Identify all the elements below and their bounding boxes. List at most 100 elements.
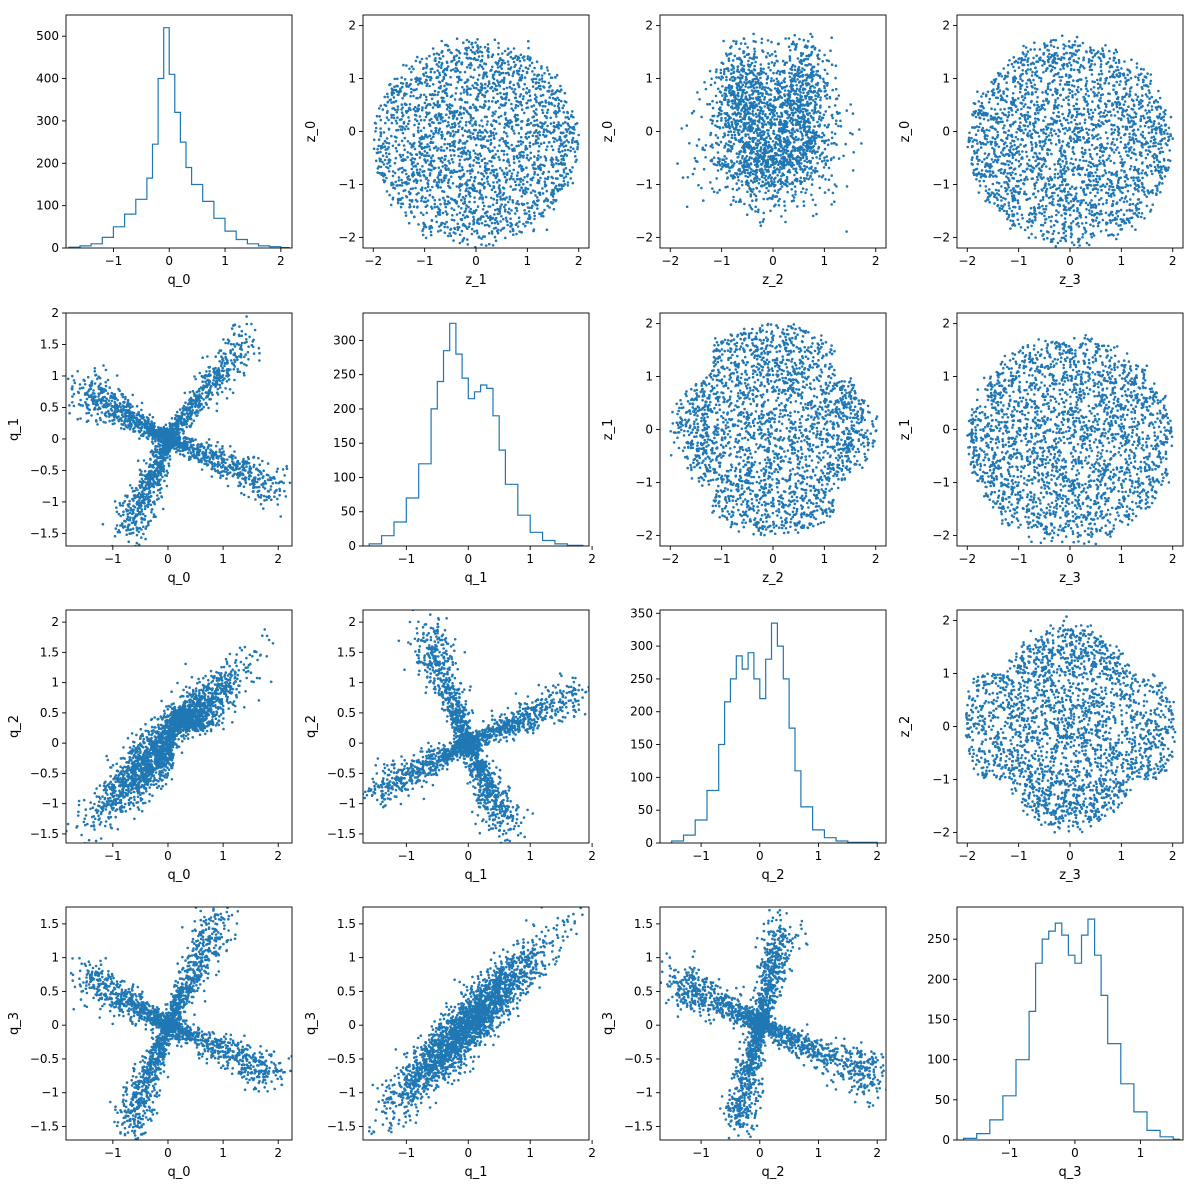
- x-tick-label: 1: [219, 552, 227, 566]
- x-tick-label: −1: [692, 1146, 710, 1160]
- y-tick-label: 100: [333, 470, 356, 484]
- y-tick-label: 200: [630, 705, 653, 719]
- y-tick-label: 1.5: [634, 917, 653, 931]
- plot-area: [669, 322, 879, 537]
- y-tick-label: 2: [348, 615, 356, 629]
- plot-area: [966, 334, 1174, 546]
- plot-area: [363, 610, 589, 843]
- x-tick-label: 2: [1169, 552, 1177, 566]
- y-tick-label: −1: [41, 797, 59, 811]
- y-axis-label: z_1: [601, 419, 616, 441]
- x-tick-label: −2: [958, 849, 976, 863]
- y-tick-label: 0: [645, 125, 653, 139]
- plot-area: [671, 622, 878, 843]
- x-tick-label: 1: [221, 254, 229, 268]
- y-tick-label: −1: [635, 1086, 653, 1100]
- y-tick-label: 250: [630, 672, 653, 686]
- plot-area: [660, 908, 886, 1140]
- y-tick-label: 1: [645, 951, 653, 965]
- axes-frame: [65, 312, 293, 547]
- y-tick-label: 1: [645, 72, 653, 86]
- y-tick-label: 2: [645, 317, 653, 331]
- y-tick-label: −2: [635, 230, 653, 244]
- histogram-step-line: [368, 322, 584, 546]
- subplot-3-0: −1 0 1 2 −1.5 −1 −0.5 0 0.5 1 1.5 q_0 q_3: [7, 906, 293, 1180]
- x-tick-label: 1: [1118, 849, 1126, 863]
- axes-frame: [956, 906, 1184, 1141]
- x-tick-label: 2: [274, 1146, 282, 1160]
- x-axis-label: z_3: [1059, 571, 1081, 586]
- y-tick-label: 0.5: [337, 984, 356, 998]
- x-tick-label: −1: [104, 849, 122, 863]
- scatter-points: [966, 34, 1175, 248]
- y-tick-label: 2: [51, 615, 59, 629]
- x-tick-label: 2: [588, 849, 596, 863]
- y-tick-label: 300: [630, 639, 653, 653]
- y-axis-label: q_1: [7, 418, 22, 441]
- axes-frame: [362, 609, 590, 844]
- axes-frame: [65, 906, 293, 1141]
- x-tick-label: 0: [164, 1146, 172, 1160]
- y-tick-label: −0.5: [30, 766, 59, 780]
- y-tick-label: −0.5: [30, 1052, 59, 1066]
- y-tick-label: −1: [338, 1086, 356, 1100]
- subplot-2-0: −1 0 1 2 −1.5 −1 −0.5 0 0.5 1 1.5 2 q_0 q_2: [7, 609, 293, 883]
- x-tick-label: 0: [756, 849, 764, 863]
- x-tick-label: −1: [105, 254, 123, 268]
- scatter-points: [69, 907, 292, 1140]
- y-tick-label: 1.5: [337, 917, 356, 931]
- x-tick-label: 0: [464, 1146, 472, 1160]
- x-tick-label: 2: [873, 849, 881, 863]
- subplot-0-2: −2 −1 0 1 2 −2 −1 0 1 2 z_2 z_0: [601, 14, 887, 288]
- x-tick-label: −1: [397, 849, 415, 863]
- x-axis-label: q_2: [761, 1165, 784, 1180]
- y-tick-label: 2: [645, 19, 653, 33]
- x-tick-label: 0: [165, 254, 173, 268]
- y-tick-label: 350: [630, 606, 653, 620]
- x-tick-label: −1: [397, 1146, 415, 1160]
- histogram-step-line: [963, 918, 1181, 1140]
- x-axis-label: z_2: [762, 273, 784, 288]
- y-tick-label: 0: [348, 736, 356, 750]
- subplot-3-2: −1 0 1 2 −1.5 −1 −0.5 0 0.5 1 1.5 q_2 q_3: [601, 906, 887, 1180]
- y-tick-label: −1: [932, 772, 950, 786]
- y-tick-label: 0: [51, 1018, 59, 1032]
- y-tick-label: 2: [942, 19, 950, 33]
- subplot-2-2: −1 0 1 2 0 50 100 150 200 250 300 350 q_2: [630, 606, 887, 883]
- x-tick-label: 2: [873, 1146, 881, 1160]
- x-tick-label: 2: [274, 552, 282, 566]
- y-tick-label: 50: [935, 1093, 950, 1107]
- y-axis-label: q_3: [7, 1012, 22, 1035]
- x-tick-label: 1: [1137, 1146, 1145, 1160]
- x-tick-label: 0: [1071, 1146, 1079, 1160]
- y-tick-label: −2: [932, 528, 950, 542]
- x-axis-label: q_0: [167, 1165, 190, 1180]
- y-tick-label: 300: [333, 333, 356, 347]
- y-tick-label: 0.5: [40, 706, 59, 720]
- axes-frame: [362, 312, 590, 547]
- plot-area: [368, 322, 584, 546]
- y-tick-label: 500: [36, 29, 59, 43]
- x-tick-label: 0: [1066, 254, 1074, 268]
- subplot-1-1: −1 0 1 2 0 50 100 150 200 250 300 q_1: [333, 312, 596, 586]
- y-tick-label: 200: [36, 156, 59, 170]
- x-tick-label: 1: [524, 254, 532, 268]
- x-axis-label: q_1: [464, 1165, 487, 1180]
- y-tick-label: 1: [348, 676, 356, 690]
- x-axis-label: q_0: [167, 273, 190, 288]
- y-tick-label: 1: [942, 72, 950, 86]
- plot-area: [66, 628, 275, 843]
- y-tick-label: −2: [635, 528, 653, 542]
- y-tick-label: −2: [932, 230, 950, 244]
- scatter-points: [363, 610, 589, 843]
- scatter-points: [964, 615, 1177, 834]
- y-tick-label: 1.5: [337, 645, 356, 659]
- y-tick-label: 2: [51, 306, 59, 320]
- subplot-1-3: −2 −1 0 1 2 −2 −1 0 1 2 z_3 z_1: [898, 312, 1184, 586]
- x-tick-label: 2: [575, 254, 583, 268]
- y-tick-label: −1.5: [30, 526, 59, 540]
- histogram-step-line: [68, 27, 290, 248]
- scatter-points: [669, 322, 879, 537]
- y-tick-label: 2: [348, 19, 356, 33]
- y-tick-label: −1: [338, 797, 356, 811]
